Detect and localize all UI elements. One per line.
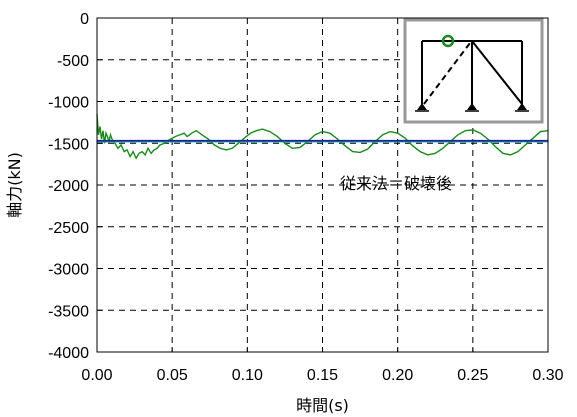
series-line-1 [96,113,549,160]
inset-removed-brace [423,42,471,105]
y-axis-label: 軸力(kN) [5,152,24,218]
x-tick-label: 0.20 [382,367,413,384]
x-tick-label: 0.15 [307,367,338,384]
inset-support-right [517,103,527,110]
x-tick-label: 0.05 [157,367,188,384]
frame-diagram-inset [403,18,544,124]
y-tick-label: -3000 [48,262,89,279]
y-tick-label: -1000 [48,95,89,112]
tick-labels: 0.00 0.05 0.10 0.15 0.20 0.25 0.30 0 -500 -1000 -1… [48,11,564,384]
y-tick-label: -1500 [48,136,89,153]
x-axis-label: 時間(s) [296,396,349,415]
y-tick-label: -500 [57,53,89,70]
x-tick-label: 0.10 [232,367,263,384]
inset-support-middle [467,103,477,110]
inset-measured-point-marker [441,34,455,48]
y-tick-label: -3500 [48,303,89,320]
series-layer [96,113,549,160]
annotation-label: 従来法＝破壊後 [340,174,452,193]
x-tick-label: 0.00 [81,367,112,384]
y-tick-label: -4000 [48,345,89,362]
inset-support-left [417,103,427,110]
x-tick-label: 0.25 [457,367,488,384]
y-tick-label: -2000 [48,178,89,195]
inset-frame [403,18,544,124]
y-tick-label: -2500 [48,220,89,237]
y-tick-label: 0 [80,11,89,28]
x-tick-label: 0.30 [532,367,563,384]
inset-brace-diagonal [471,40,523,105]
